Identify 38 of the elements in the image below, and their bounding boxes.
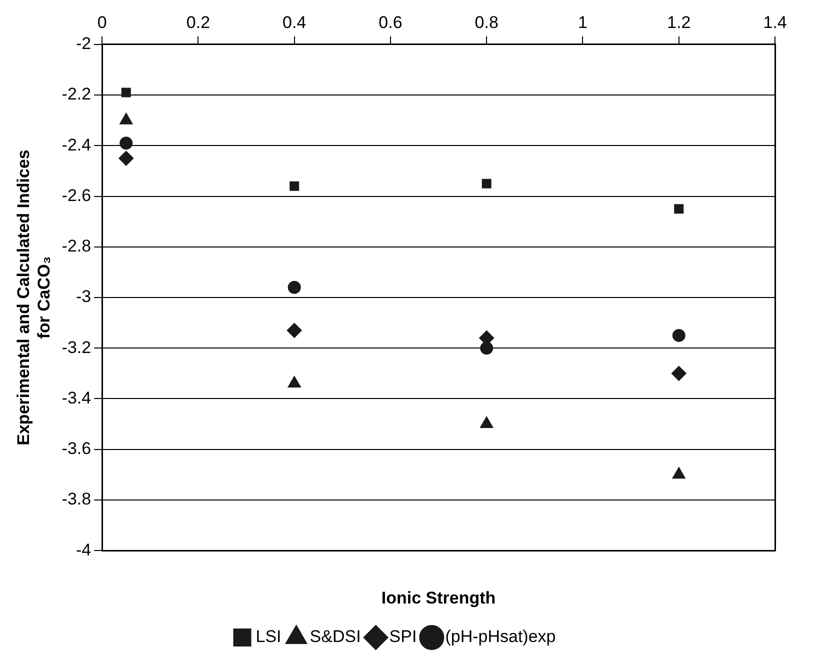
- point: [286, 322, 302, 338]
- x-tick-label: 0.8: [474, 12, 498, 32]
- x-tick-label: 1.4: [763, 12, 787, 32]
- point: [674, 204, 684, 214]
- point: [121, 88, 131, 98]
- x-tick-label: 0.2: [186, 12, 210, 32]
- y-tick-label: -3.4: [62, 388, 92, 408]
- x-tick-label: 1.2: [667, 12, 691, 32]
- y-tick-label: -3: [76, 287, 92, 306]
- point: [120, 136, 133, 150]
- x-axis-title: Ionic Strength: [381, 588, 496, 608]
- point: [672, 328, 686, 342]
- y-tick-label: -2.6: [62, 186, 92, 205]
- y-tick-label: -2.2: [62, 84, 92, 104]
- legend-label: S&DSI: [310, 627, 361, 646]
- y-tick-label: -2: [76, 34, 92, 54]
- point: [288, 376, 301, 388]
- point: [671, 366, 686, 381]
- x-tick-label: 0.6: [378, 12, 402, 32]
- point: [118, 150, 134, 166]
- y-tick-label: -3.6: [62, 439, 92, 458]
- y-tick-label: -3.2: [62, 338, 92, 357]
- point: [480, 416, 494, 428]
- x-tick-label: 0: [97, 12, 107, 32]
- point: [288, 280, 301, 294]
- legend-label: (pH-pHsat)exp: [445, 627, 556, 646]
- y-tick-label: -2.4: [62, 135, 92, 154]
- point: [482, 178, 492, 188]
- y-tick-label: -4: [76, 540, 92, 560]
- legend-label: LSI: [256, 627, 282, 646]
- point: [290, 181, 300, 191]
- y-tick-label: -2.8: [62, 236, 92, 256]
- y-tick-label: -3.8: [62, 490, 92, 509]
- y-axis-title: Experimental and Calculated Indices for CaCO₃: [14, 150, 54, 446]
- point: [672, 467, 686, 479]
- x-tick-label: 1: [578, 12, 588, 32]
- x-tick-label: 0.4: [282, 12, 306, 32]
- legend-label: SPI: [389, 627, 417, 646]
